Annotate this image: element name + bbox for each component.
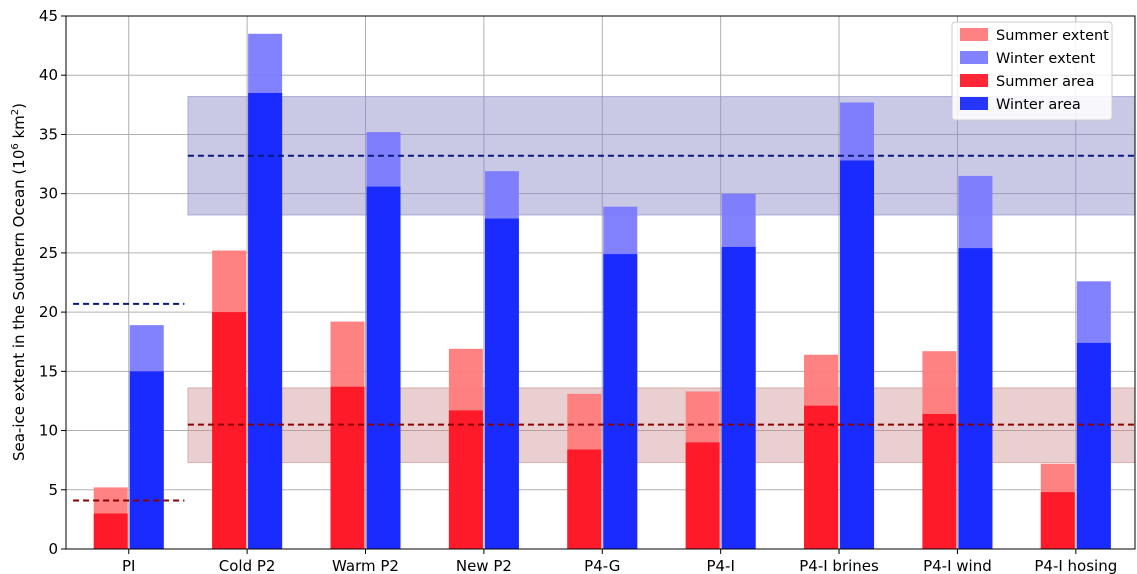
y-tick-label: 10 — [39, 422, 58, 440]
x-tick-label: P4-I brines — [799, 557, 879, 574]
x-tick-label: New P2 — [456, 557, 512, 574]
bar-summer-area — [212, 312, 247, 549]
legend-label: Winter area — [996, 97, 1081, 113]
y-tick-label: 45 — [39, 7, 58, 25]
bar-summer-area — [685, 442, 720, 549]
bar-summer-area — [1040, 492, 1075, 549]
y-tick-label: 25 — [39, 244, 58, 262]
legend-swatch — [960, 74, 988, 87]
bar-summer-area — [804, 405, 839, 549]
bar-winter-area — [603, 254, 638, 549]
y-tick-label: 0 — [48, 540, 58, 558]
legend-label: Summer extent — [996, 28, 1109, 44]
bar-summer-area — [93, 513, 128, 549]
axes — [65, 15, 1136, 550]
legend-swatch — [960, 97, 988, 110]
x-tick-label: Warm P2 — [332, 557, 399, 574]
bar-summer-area — [922, 413, 957, 549]
x-tick-label: P4-I hosing — [1034, 557, 1117, 574]
x-tick-label: P4-G — [584, 557, 620, 574]
legend-swatch — [960, 28, 988, 41]
legend-label: Summer area — [996, 74, 1094, 90]
legend-frame — [951, 21, 1113, 121]
x-tick-label: Cold P2 — [219, 557, 276, 574]
bar-winter-area — [840, 160, 875, 549]
bar-summer-area — [330, 386, 365, 549]
y-tick-label: 20 — [39, 303, 58, 321]
bar-winter-area — [484, 218, 519, 550]
x-tick-label: PI — [122, 557, 135, 574]
legend: Summer extent Winter extent Summer area Win… — [951, 21, 1113, 121]
y-tick-label: 15 — [39, 362, 58, 380]
y-tick-label: 30 — [39, 185, 58, 203]
legend-swatch — [960, 51, 988, 64]
y-tick-label: 5 — [48, 481, 58, 499]
y-axis-label: Sea-ice extent in the Southern Ocean (10… — [10, 103, 28, 461]
bar-winter-area — [366, 186, 401, 549]
bars — [93, 33, 1111, 550]
bar-winter-area — [1076, 342, 1111, 549]
reference-lines — [73, 154, 1135, 502]
x-tick-label: P4-I — [706, 557, 734, 574]
bar-winter-area — [248, 92, 283, 549]
legend-label: Winter extent — [996, 51, 1095, 67]
x-tick-labels: PI Cold P2 Warm P2 New P2 P4-G P4-I P4-I brine… — [122, 549, 1117, 574]
bar-winter-area — [129, 371, 164, 549]
reference-bands — [187, 96, 1136, 464]
bar-summer-area — [448, 410, 483, 549]
y-tick-label: 35 — [39, 125, 58, 143]
bar-winter-area — [958, 248, 993, 549]
plot-frame — [65, 15, 1136, 550]
bar-winter-area — [721, 246, 756, 549]
x-tick-label: P4-I wind — [923, 557, 992, 574]
y-tick-label: 40 — [39, 66, 58, 84]
y-tick-labels: 0 5 10 15 20 25 30 35 40 45 — [39, 7, 66, 558]
bar-summer-area — [567, 449, 602, 549]
